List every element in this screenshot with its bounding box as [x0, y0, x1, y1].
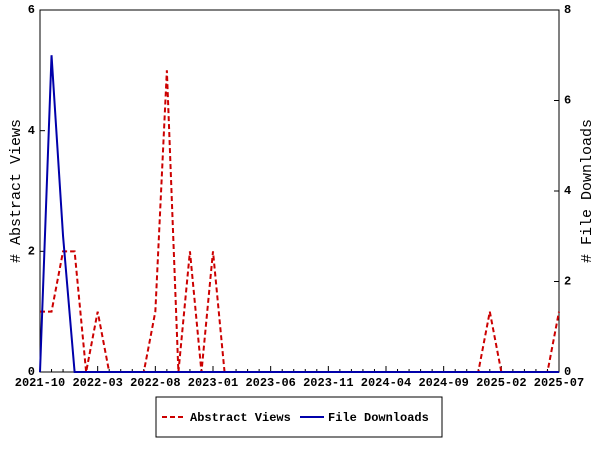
y-tick-label: 0 — [28, 365, 35, 379]
y-tick-label: 6 — [28, 3, 35, 17]
x-tick-label: 2025-07 — [534, 376, 584, 390]
legend-label: File Downloads — [328, 411, 429, 425]
x-tick-label: 2024-09 — [418, 376, 468, 390]
x-tick-label: 2022-08 — [130, 376, 180, 390]
y-tick-label: 4 — [28, 124, 35, 138]
y2-tick-label: 4 — [564, 184, 571, 198]
y2-axis-label: # File Downloads — [579, 119, 596, 263]
plot-frame — [39, 9, 560, 373]
y-tick-label: 2 — [28, 245, 35, 259]
x-tick-label: 2023-06 — [245, 376, 295, 390]
legend-label: Abstract Views — [190, 411, 291, 425]
series-line — [39, 55, 559, 373]
x-tick-label: 2023-11 — [303, 376, 353, 390]
y-axis-label: # Abstract Views — [8, 119, 25, 263]
y2-tick-label: 2 — [564, 275, 571, 289]
x-tick-label: 2021-10 — [15, 376, 65, 390]
x-tick-label: 2025-02 — [476, 376, 526, 390]
x-tick-label: 2023-01 — [188, 376, 238, 390]
y2-tick-label: 0 — [564, 365, 571, 379]
y2-tick-label: 8 — [564, 3, 571, 17]
legend — [155, 396, 443, 438]
x-tick-label: 2024-04 — [361, 376, 411, 390]
x-tick-label: 2022-03 — [72, 376, 122, 390]
y2-tick-label: 6 — [564, 94, 571, 108]
